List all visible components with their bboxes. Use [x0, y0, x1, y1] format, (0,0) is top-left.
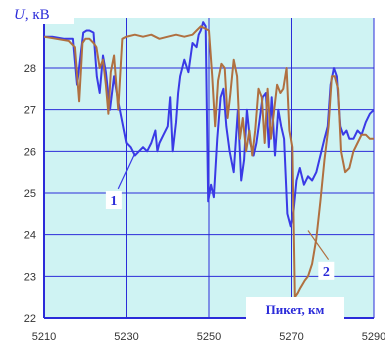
y-tick-label: 24: [24, 230, 36, 242]
x-tick-label: 5230: [114, 331, 138, 343]
y-tick-label: 25: [24, 188, 36, 200]
grid-lines: [43, 18, 375, 319]
y-tick-label: 26: [24, 146, 36, 158]
y-axis-title-bg: [8, 4, 74, 24]
y-axis-unit: , кВ: [25, 7, 50, 23]
series-line-2: [43, 25, 374, 299]
y-tick-label: 27: [24, 105, 36, 117]
series-label-text: 1: [110, 194, 117, 209]
series-label-leader: [307, 230, 330, 261]
y-tick-label: 28: [24, 63, 36, 75]
axis-titles: U, кВ Пикет, км: [8, 4, 344, 319]
x-tick-label: 5210: [32, 331, 56, 343]
series-label-box: [105, 191, 122, 209]
tick-labels: 5210 5230 5250 5270 5290 22 23 24 25 26 27 28: [24, 63, 385, 343]
series-label-box: [318, 261, 335, 280]
series-label-leader: [117, 153, 136, 190]
x-tick-label: 5250: [197, 331, 221, 343]
y-tick-label: 23: [24, 271, 36, 283]
y-axis-title: U, кВ: [14, 7, 50, 23]
x-tick-label: 5270: [279, 331, 303, 343]
x-axis-title-bg: [246, 297, 344, 319]
x-axis-title: Пикет, км: [266, 302, 325, 317]
y-axis-symbol: U: [14, 7, 26, 23]
x-tick-label: 5290: [362, 331, 385, 343]
series-labels: 12: [105, 153, 335, 280]
y-tick-label: 22: [24, 313, 36, 325]
series-line-1: [44, 21, 375, 228]
series-label-text: 2: [323, 265, 330, 280]
series-lines: [43, 21, 375, 299]
